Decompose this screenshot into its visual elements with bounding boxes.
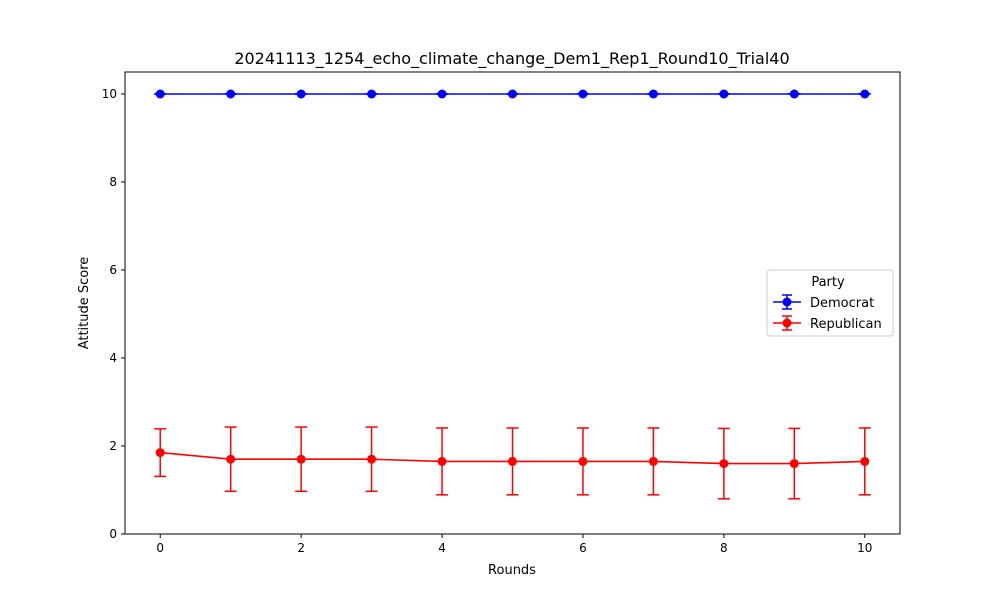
data-point — [719, 89, 729, 99]
series-republican — [154, 426, 871, 500]
axes-frame — [124, 71, 901, 535]
legend-title: Party — [811, 275, 845, 290]
data-point — [789, 89, 799, 99]
data-point — [508, 89, 517, 99]
chart-title: 20241113_1254_echo_climate_change_Dem1_R… — [234, 49, 789, 69]
x-tick-label: 4 — [438, 541, 446, 555]
legend-item-republican: Republican — [773, 315, 882, 332]
legend-item-democrat: Democrat — [773, 294, 874, 311]
legend: Party Democrat Republican — [766, 269, 894, 337]
x-tick-label: 2 — [297, 541, 305, 555]
x-tick-label: 0 — [156, 541, 164, 555]
data-point — [296, 454, 306, 464]
y-tick-label: 6 — [109, 263, 117, 277]
y-tick-label: 0 — [109, 527, 117, 541]
x-tick-label: 10 — [857, 541, 872, 555]
legend-label: Democrat — [810, 296, 874, 311]
data-point — [578, 456, 588, 466]
data-point — [226, 454, 236, 464]
legend-label: Republican — [810, 317, 882, 332]
data-point — [719, 459, 729, 469]
data-point — [648, 456, 658, 466]
data-point — [155, 448, 165, 458]
data-point — [437, 456, 447, 466]
x-axis-label: Rounds — [488, 563, 536, 578]
data-point — [437, 89, 447, 99]
data-point — [367, 89, 377, 99]
series-democrat — [154, 89, 871, 99]
x-tick-label: 6 — [579, 541, 587, 555]
data-point — [367, 454, 377, 464]
data-point — [578, 89, 588, 99]
data-point — [155, 89, 165, 99]
y-tick-label: 10 — [102, 87, 117, 101]
data-point — [508, 456, 517, 466]
y-axis-label: Attitude Score — [77, 257, 92, 350]
plot-area: 0 2 4 6 8 10 0 2 4 6 8 10 — [102, 71, 901, 555]
legend-marker — [782, 297, 792, 307]
x-tick-label: 8 — [720, 541, 728, 555]
y-tick-label: 8 — [109, 175, 117, 189]
data-point — [860, 456, 870, 466]
y-tick-label: 4 — [109, 351, 117, 365]
y-tick-label: 2 — [109, 439, 117, 453]
data-point — [860, 89, 870, 99]
data-point — [296, 89, 306, 99]
data-point — [789, 459, 799, 469]
data-point — [648, 89, 658, 99]
legend-box — [766, 269, 894, 337]
data-point — [226, 89, 236, 99]
legend-marker — [782, 318, 792, 328]
